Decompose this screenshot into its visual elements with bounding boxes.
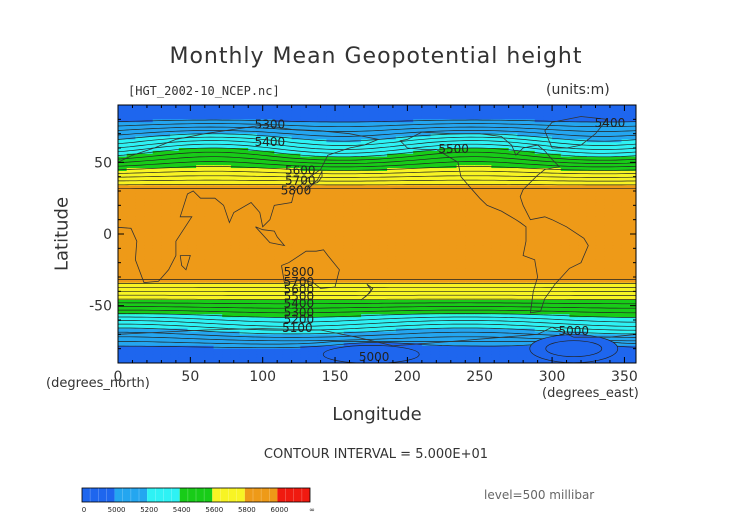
contour-line: [118, 151, 636, 161]
colorbar-bin: [212, 488, 245, 502]
contour-label: 5400: [284, 297, 315, 311]
contour-line: [118, 175, 636, 178]
x-tick-label: 300: [539, 369, 566, 385]
coastline: [255, 226, 286, 247]
coastline: [544, 116, 608, 149]
chart-title: Monthly Mean Geopotential height: [169, 44, 583, 69]
contour-label: 5400: [255, 135, 286, 149]
x-tick-label: 100: [249, 369, 276, 385]
colorbar-label: 5200: [140, 506, 158, 514]
contour-label: 5800: [284, 265, 315, 279]
colorbar-bin: [277, 488, 310, 502]
contour-label: 5200: [284, 313, 315, 327]
contour-line: [118, 306, 636, 309]
colorbar-label: 0: [82, 506, 86, 514]
contour-line: [118, 140, 636, 150]
contour-line: [118, 147, 636, 158]
low-contour: [322, 345, 420, 363]
contour-line: [118, 161, 636, 168]
contour-line: [118, 316, 636, 323]
contour-line: [118, 123, 636, 128]
contour-line: [118, 309, 636, 314]
contour-label: 5600: [284, 282, 315, 296]
contour-line: [118, 313, 636, 318]
contour-line: [118, 126, 636, 132]
x-tick-label: 250: [466, 369, 493, 385]
contour-label: 5700: [284, 275, 315, 289]
coastline: [305, 170, 323, 192]
coastline: [118, 326, 636, 347]
coastline: [281, 249, 340, 289]
colorbar-frame: [81, 487, 311, 503]
file-name: [HGT_2002-10_NCEP.nc]: [128, 84, 280, 98]
colorbar-label: 5800: [238, 506, 256, 514]
contour-label: 5000: [359, 350, 390, 364]
contour-label: 5600: [285, 163, 316, 177]
y-tick-label: 0: [103, 227, 112, 243]
contour-line: [118, 327, 636, 335]
coastline: [118, 124, 380, 284]
contour-line: [118, 302, 636, 305]
y-tick-label: 50: [94, 155, 112, 171]
contour-label: 5400: [595, 116, 626, 130]
x-tick-label: 150: [322, 369, 349, 385]
contour-line: [118, 170, 636, 175]
y-tick-label: -50: [89, 299, 112, 315]
contour-label: 5700: [285, 173, 316, 187]
contour-label: 5800: [281, 184, 312, 198]
contour-line: [118, 320, 636, 327]
colorbar-bin: [82, 488, 115, 502]
contour-line: [118, 331, 636, 338]
x-tick-label: 0: [114, 369, 123, 385]
colorbar-bin: [147, 488, 180, 502]
contour-label: 5100: [282, 321, 313, 335]
units-label: (units:m): [546, 82, 610, 98]
coastline: [399, 131, 589, 314]
x-tick-label: 200: [394, 369, 421, 385]
colorbar-label: ∞: [309, 506, 315, 514]
colorbar-label: 5400: [173, 506, 191, 514]
coastline: [360, 283, 374, 301]
colorbar-bin: [114, 488, 148, 502]
coastline: [179, 255, 191, 271]
contour-label: 5300: [255, 118, 286, 132]
colorbar-bin: [244, 488, 278, 502]
x-tick-label: 50: [181, 369, 199, 385]
contour-label: 5000: [559, 324, 590, 338]
contour-label: 5500: [438, 142, 469, 156]
contour-label: 5500: [284, 290, 315, 304]
x-tick-label: 350: [611, 369, 638, 385]
contour-line: [118, 143, 636, 154]
x-axis-label: Longitude: [332, 404, 422, 425]
colorbar-bin: [179, 488, 213, 502]
contour-line: [118, 119, 636, 123]
low-contour: [545, 340, 603, 358]
contour-line: [118, 130, 636, 137]
colorbar-label: 5000: [108, 506, 126, 514]
contour-line: [118, 136, 636, 146]
contour-line: [118, 184, 636, 186]
low-contour: [529, 334, 619, 363]
y-axis-units: (degrees_north): [46, 376, 150, 391]
contour-label: 5300: [284, 305, 315, 319]
level-label: level=500 millibar: [484, 488, 595, 502]
colorbar-label: 6000: [271, 506, 289, 514]
x-axis-units: (degrees_east): [542, 386, 639, 401]
contour-line: [118, 166, 636, 171]
contour-interval: CONTOUR INTERVAL = 5.000E+01: [263, 447, 489, 462]
map-field: 5300540055005400560057005800580057005600…: [118, 105, 636, 364]
contour-line: [118, 179, 636, 182]
colorbar-label: 5600: [205, 506, 223, 514]
contour-line: [118, 156, 636, 164]
